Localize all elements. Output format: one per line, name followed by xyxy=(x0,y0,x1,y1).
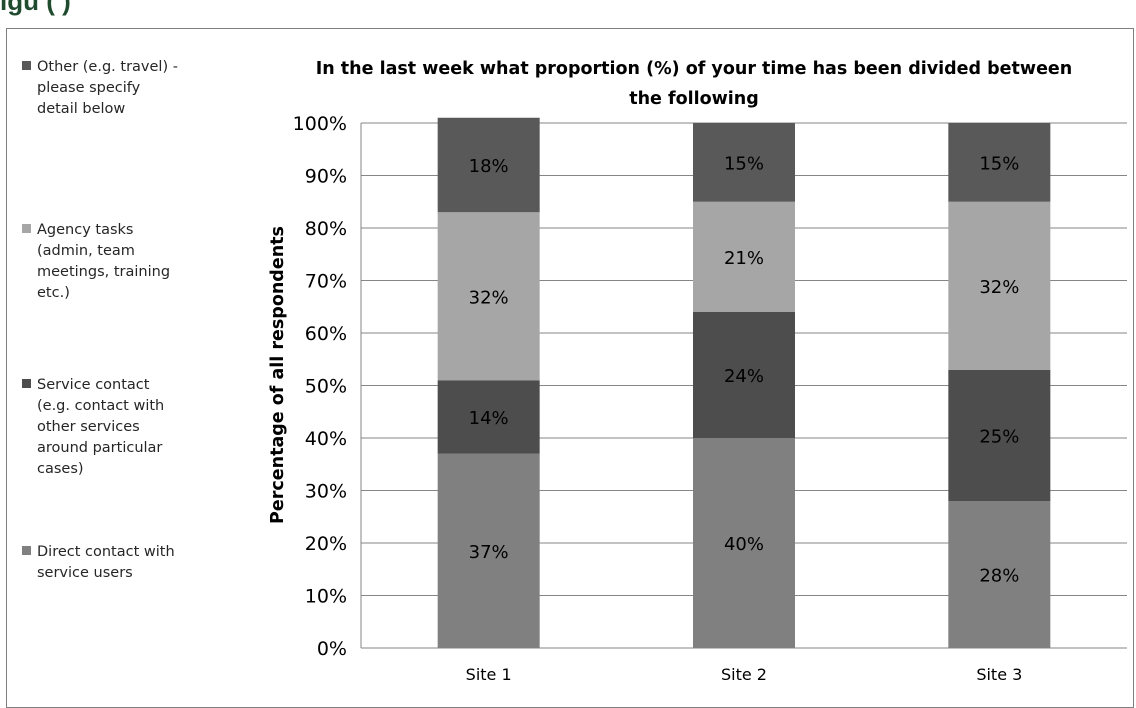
data-label: 15% xyxy=(979,153,1019,174)
bar-segment xyxy=(437,117,540,213)
y-tick-label: 0% xyxy=(317,638,347,660)
y-axis-title: Percentage of all respondents xyxy=(268,226,288,524)
y-tick-label: 40% xyxy=(305,428,347,450)
legend-swatch xyxy=(22,61,31,70)
data-label: 32% xyxy=(979,277,1019,298)
bars: 37% 14% 32% 18% 40% 24% 21% 15% 28% 25% 32% 15% xyxy=(437,117,1051,648)
x-tick-label: Site 1 xyxy=(466,665,512,684)
legend-label: other services xyxy=(37,419,140,435)
legend-label: please specify xyxy=(37,80,141,96)
legend-label: meetings, training xyxy=(37,264,170,280)
chart-title-line-2: the following xyxy=(629,89,759,109)
y-tick-label: 80% xyxy=(305,218,347,240)
y-tick-label: 20% xyxy=(305,533,347,555)
page-heading: igu ( ) xyxy=(0,0,71,16)
bar-segment xyxy=(437,212,540,381)
legend-label: Direct contact with xyxy=(37,544,175,560)
x-tick-label: Site 2 xyxy=(721,665,767,684)
x-axis-labels: Site 1 Site 2 Site 3 xyxy=(466,665,1023,684)
bar-segment xyxy=(693,312,795,438)
legend-label: detail below xyxy=(37,101,125,117)
y-tick-label: 60% xyxy=(305,323,347,345)
bar-segment xyxy=(693,123,795,202)
legend-label: (e.g. contact with xyxy=(37,398,164,414)
legend-label: service users xyxy=(37,565,133,581)
legend-label: cases) xyxy=(37,461,84,477)
legend-swatch xyxy=(22,379,31,388)
data-label: 18% xyxy=(469,156,509,177)
data-label: 28% xyxy=(979,566,1019,587)
y-tick-label: 90% xyxy=(305,166,347,188)
y-tick-label: 10% xyxy=(305,586,347,608)
y-tick-label: 70% xyxy=(305,271,347,293)
legend-label: (admin, team xyxy=(37,243,135,259)
y-axis-ticks: 0% 10% 20% 30% 40% 50% 60% 70% 80% 90% 100% xyxy=(293,113,347,660)
data-label: 15% xyxy=(724,153,764,174)
legend-swatch xyxy=(22,224,31,233)
x-tick-label: Site 3 xyxy=(976,665,1022,684)
legend-label: Service contact xyxy=(37,377,150,393)
chart-frame: Other (e.g. travel) - please specify detai… xyxy=(6,28,1134,708)
data-label: 24% xyxy=(724,366,764,387)
legend-label: etc.) xyxy=(37,285,70,301)
chart-title-line-1: In the last week what proportion (%) of … xyxy=(316,59,1073,79)
legend-label: Other (e.g. travel) - xyxy=(37,59,178,75)
legend-swatch xyxy=(22,546,31,555)
data-label: 25% xyxy=(979,426,1019,447)
bar-segment xyxy=(948,123,1051,202)
y-tick-label: 30% xyxy=(305,481,347,503)
legend-label: around particular xyxy=(37,440,162,456)
legend-label: Agency tasks xyxy=(37,222,133,238)
data-label: 21% xyxy=(724,248,764,269)
bar-segment xyxy=(437,380,540,454)
data-label: 32% xyxy=(469,287,509,308)
bar-segment xyxy=(693,201,795,312)
bar-segment xyxy=(948,201,1051,370)
legend: Other (e.g. travel) - please specify detai… xyxy=(22,59,178,581)
y-tick-label: 50% xyxy=(305,376,347,398)
bar-segment xyxy=(948,369,1051,501)
bar-segment xyxy=(948,501,1051,648)
bar-segment xyxy=(437,453,540,648)
stacked-bar-chart: Other (e.g. travel) - please specify detai… xyxy=(22,59,1127,684)
data-label: 37% xyxy=(469,542,509,563)
y-tick-label: 100% xyxy=(293,113,347,135)
bar-segment xyxy=(693,438,795,648)
data-label: 14% xyxy=(469,408,509,429)
data-label: 40% xyxy=(724,534,764,555)
